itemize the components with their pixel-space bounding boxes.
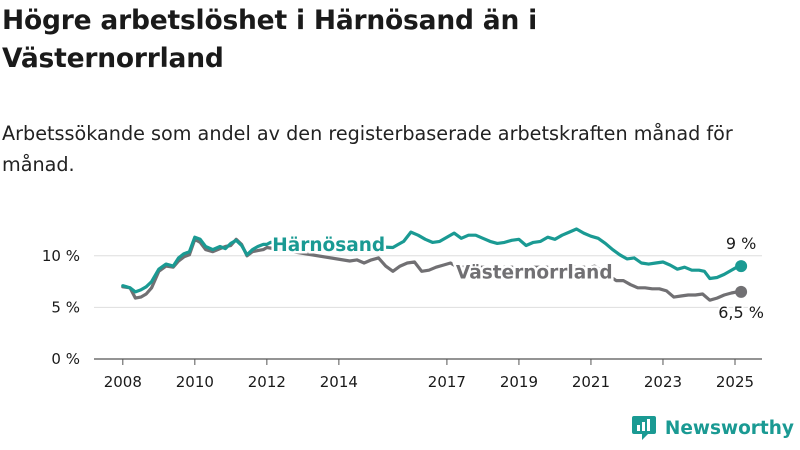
end-value-label: 9 % bbox=[726, 234, 756, 253]
brand-name: Newsworthy bbox=[664, 417, 794, 439]
x-tick-label: 2008 bbox=[104, 373, 142, 391]
y-tick-label: 10 % bbox=[42, 247, 80, 265]
y-tick-label: 0 % bbox=[51, 350, 80, 368]
y-tick-label: 5 % bbox=[51, 298, 80, 316]
x-tick-label: 2014 bbox=[320, 373, 358, 391]
newsworthy-logo-icon bbox=[631, 416, 656, 440]
end-value-label: 6,5 % bbox=[718, 303, 764, 322]
series-line-västernorrland bbox=[121, 237, 743, 302]
series-line-härnösand bbox=[121, 227, 743, 294]
x-tick-label: 2017 bbox=[428, 373, 466, 391]
series-end-point bbox=[735, 285, 748, 298]
x-tick-label: 2025 bbox=[716, 373, 754, 391]
chart-subtitle: Arbetssökande som andel av den registerb… bbox=[2, 122, 733, 176]
x-tick-label: 2012 bbox=[248, 373, 286, 391]
series-end-point bbox=[735, 260, 748, 273]
series-label: Västernorrland bbox=[456, 263, 613, 284]
x-tick-label: 2021 bbox=[572, 373, 610, 391]
x-tick-label: 2023 bbox=[644, 373, 682, 391]
brand-footer: Newsworthy bbox=[631, 414, 794, 442]
series-label: Härnösand bbox=[272, 235, 385, 256]
x-tick-label: 2010 bbox=[176, 373, 214, 391]
x-tick-label: 2019 bbox=[500, 373, 538, 391]
chart-title: Högre arbetslöshet i Härnösand än i Väst… bbox=[2, 5, 538, 74]
